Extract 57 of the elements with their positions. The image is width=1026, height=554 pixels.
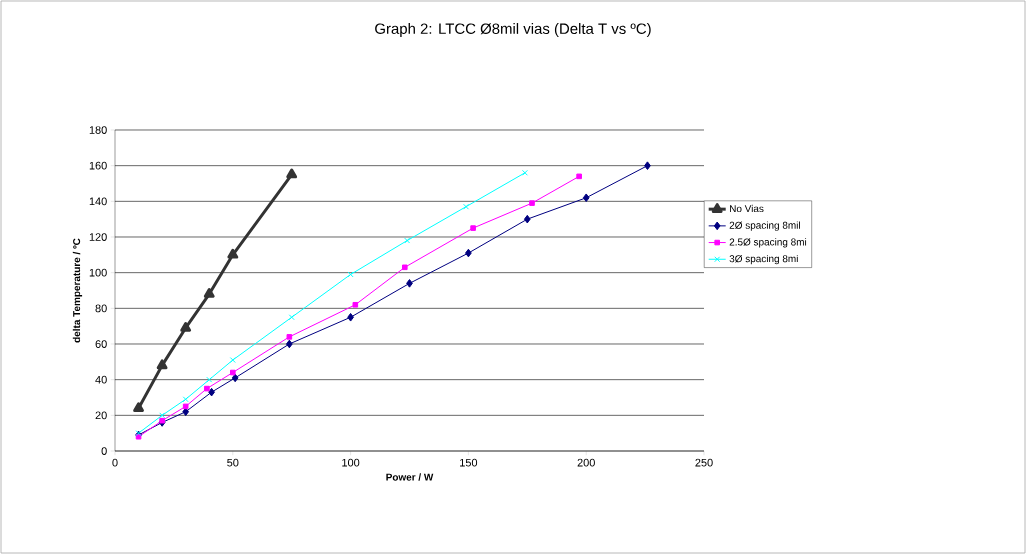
y-tick-label: 100 bbox=[89, 268, 107, 277]
point bbox=[206, 376, 213, 383]
point bbox=[156, 359, 168, 370]
point bbox=[401, 264, 408, 271]
y-tick-label: 160 bbox=[89, 161, 107, 170]
y-axis-title: delta Temperature / ºC bbox=[72, 238, 83, 343]
point bbox=[227, 248, 239, 259]
point bbox=[180, 321, 192, 332]
y-tick-label: 80 bbox=[95, 304, 107, 313]
point bbox=[133, 402, 144, 412]
y-tick-label: 180 bbox=[89, 126, 107, 134]
point bbox=[182, 407, 190, 417]
chart-title: Graph 2: LTCC Ø8mil vias (Delta T vs ºC) bbox=[375, 23, 651, 37]
y-tick-label: 0 bbox=[101, 447, 107, 455]
point bbox=[463, 203, 470, 210]
x-tick-label: 0 bbox=[112, 458, 118, 467]
point bbox=[576, 173, 582, 180]
point bbox=[406, 279, 413, 288]
point bbox=[286, 168, 298, 179]
point bbox=[229, 357, 236, 364]
point bbox=[521, 169, 528, 176]
point bbox=[182, 403, 189, 410]
y-tick-label: 40 bbox=[95, 375, 107, 384]
point bbox=[203, 288, 215, 298]
x-tick-label: 100 bbox=[342, 458, 360, 467]
y-tick-label: 120 bbox=[89, 233, 107, 241]
legend-label: No Vias bbox=[730, 204, 764, 213]
point bbox=[529, 200, 535, 206]
point bbox=[182, 396, 189, 403]
y-tick-label: 20 bbox=[95, 411, 107, 420]
point bbox=[230, 369, 236, 376]
point bbox=[286, 334, 293, 340]
point bbox=[204, 385, 210, 392]
point bbox=[231, 373, 239, 383]
x-tick-label: 150 bbox=[460, 458, 478, 467]
y-tick-label: 60 bbox=[95, 340, 107, 348]
point bbox=[288, 314, 295, 321]
y-tick-label: 140 bbox=[89, 197, 107, 206]
x-tick-label: 250 bbox=[695, 458, 713, 467]
point bbox=[159, 412, 166, 419]
legend-label: 3Ø spacing 8mi bbox=[729, 254, 798, 265]
point bbox=[404, 237, 411, 244]
point bbox=[347, 271, 354, 278]
point bbox=[582, 193, 590, 203]
point bbox=[352, 301, 359, 308]
x-tick-label: 200 bbox=[577, 458, 595, 467]
point bbox=[208, 387, 215, 397]
point bbox=[465, 248, 472, 258]
point bbox=[523, 214, 531, 224]
x-tick-label: 50 bbox=[227, 458, 239, 467]
legend-label: 2Ø spacing 8mil bbox=[729, 221, 800, 231]
point bbox=[286, 339, 293, 349]
legend-label: 2.5Ø spacing 8mi bbox=[729, 238, 807, 248]
point bbox=[470, 225, 476, 231]
point bbox=[347, 312, 354, 322]
x-axis-title: Power / W bbox=[386, 473, 434, 481]
point bbox=[644, 161, 651, 170]
